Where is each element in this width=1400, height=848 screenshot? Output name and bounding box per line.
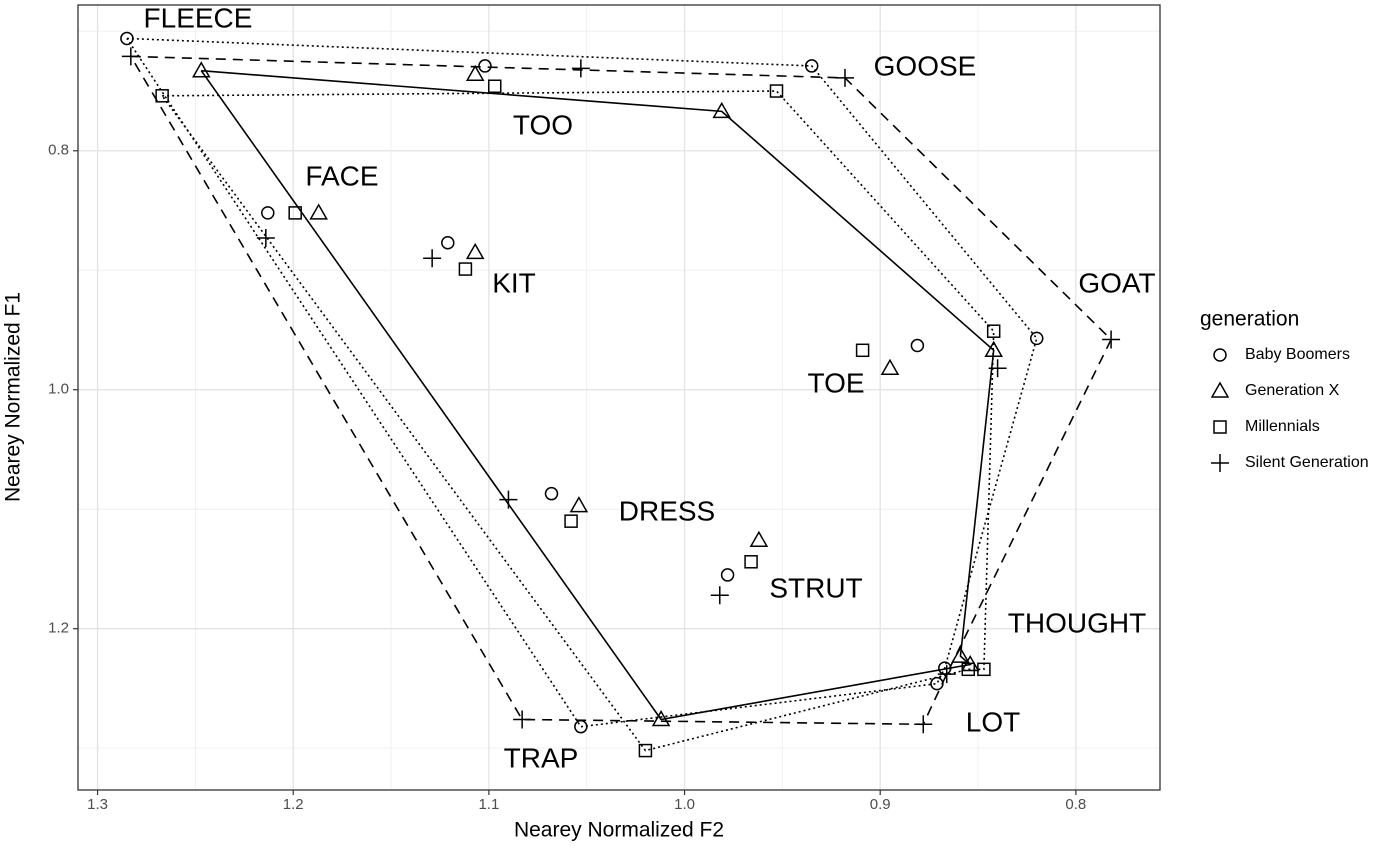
marker xyxy=(564,514,578,528)
legend-label: Millennials xyxy=(1245,418,1320,435)
vowel-space-polygon xyxy=(200,69,995,721)
marker xyxy=(121,47,140,66)
x-tick-label: 1.1 xyxy=(478,796,499,813)
marker xyxy=(571,59,590,78)
marker xyxy=(1211,454,1229,472)
marker xyxy=(937,665,956,684)
marker xyxy=(574,719,588,734)
marker xyxy=(769,84,784,98)
marker xyxy=(977,662,991,677)
marker xyxy=(951,646,970,663)
y-tick-label: 0.8 xyxy=(48,142,69,159)
x-tick-label: 1.2 xyxy=(283,796,304,813)
marker xyxy=(930,676,944,691)
marker xyxy=(1213,420,1227,434)
marker xyxy=(984,340,1003,358)
legend-label: Silent Generation xyxy=(1245,454,1369,471)
x-tick-label: 1.0 xyxy=(674,796,695,813)
marker xyxy=(513,710,532,729)
vowel-label: LOT xyxy=(966,706,1020,737)
marker xyxy=(288,206,302,220)
marker xyxy=(720,568,735,582)
legend-item: Baby Boomers xyxy=(1213,346,1350,363)
marker xyxy=(441,236,455,250)
marker xyxy=(191,61,211,78)
x-axis-title: Nearey Normalized F2 xyxy=(514,819,724,842)
marker xyxy=(988,359,1007,378)
vowel-label: STRUT xyxy=(769,572,862,603)
x-tick-label: 1.3 xyxy=(87,796,108,813)
marker xyxy=(423,249,442,268)
marker xyxy=(835,68,854,87)
y-axis-title: Nearey Normalized F1 xyxy=(2,292,25,502)
marker xyxy=(478,59,492,73)
marker xyxy=(261,206,275,220)
plot-frame xyxy=(77,4,1161,791)
marker xyxy=(458,262,473,276)
legend-item: Silent Generation xyxy=(1211,454,1369,472)
legend-label: Generation X xyxy=(1245,382,1340,399)
x-tick-label: 0.8 xyxy=(1065,796,1086,813)
marker xyxy=(638,743,653,758)
marker xyxy=(986,324,1001,338)
marker xyxy=(488,79,502,93)
marker xyxy=(1029,331,1044,346)
marker xyxy=(804,59,819,73)
legend-item: Generation X xyxy=(1210,381,1340,399)
marker xyxy=(855,343,870,358)
marker xyxy=(465,242,485,260)
vowel-label: THOUGHT xyxy=(1008,607,1146,638)
vowel-space-polygon xyxy=(126,37,1038,728)
marker xyxy=(544,486,559,501)
marker xyxy=(914,715,933,734)
vowel-label: FACE xyxy=(305,160,378,191)
marker xyxy=(155,89,169,103)
marker xyxy=(880,358,900,375)
legend-item: Millennials xyxy=(1213,418,1320,435)
marker xyxy=(1102,330,1121,349)
y-tick-label: 1.2 xyxy=(48,620,69,637)
marker xyxy=(569,496,589,513)
legend-label: Baby Boomers xyxy=(1245,346,1350,363)
marker xyxy=(710,586,729,605)
marker xyxy=(744,555,758,569)
vowel-label: KIT xyxy=(492,267,536,298)
marker xyxy=(749,530,769,548)
marker xyxy=(1213,348,1227,362)
marker xyxy=(309,203,328,220)
vowel-label: FLEECE xyxy=(144,2,253,33)
legend-title: generation xyxy=(1200,308,1299,331)
vowel-label: TRAP xyxy=(504,742,579,773)
plot-background xyxy=(78,5,1160,790)
marker xyxy=(910,338,925,353)
marker xyxy=(120,31,134,46)
marker xyxy=(712,101,732,119)
vowel-label: TOO xyxy=(513,109,573,140)
vowel-label: DRESS xyxy=(619,495,715,526)
vowel-space-polygon xyxy=(161,90,995,752)
x-tick-label: 0.9 xyxy=(870,796,891,813)
vowel-label: GOAT xyxy=(1078,267,1155,298)
marker xyxy=(651,709,671,727)
marker xyxy=(256,228,275,247)
marker xyxy=(499,490,518,509)
marker xyxy=(1210,381,1230,398)
marker xyxy=(961,662,976,677)
marker xyxy=(465,64,485,82)
vowel-label: GOOSE xyxy=(874,50,977,81)
y-tick-label: 1.0 xyxy=(48,381,69,398)
vowel-label: TOE xyxy=(807,367,864,398)
